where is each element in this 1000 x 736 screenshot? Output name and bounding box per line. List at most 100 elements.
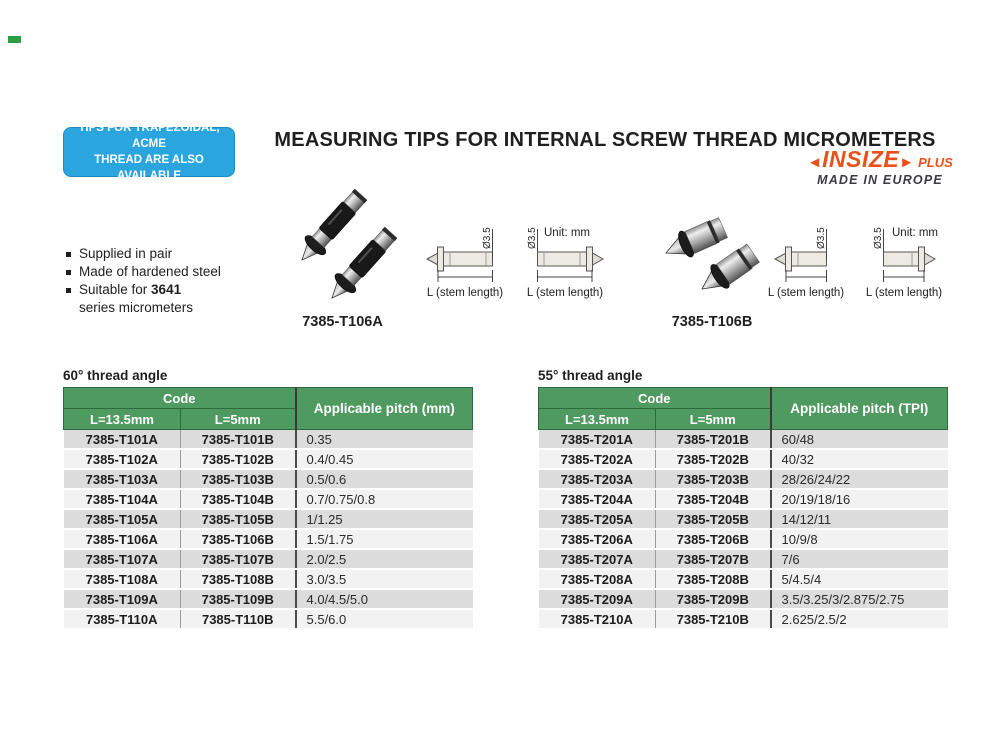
tech-drawing-a-right-tip: Ø3.5 L (stem length): [527, 227, 605, 299]
table-row: 7385-T110A 7385-T110B 5.5/6.0: [63, 609, 473, 630]
code-b-cell: 7385-T107B: [180, 549, 296, 570]
code-a-cell: 7385-T207A: [538, 549, 656, 570]
pitch-cell: 1/1.25: [294, 509, 473, 530]
code-a-cell: 7385-T203A: [538, 469, 656, 490]
tech-drawing-b-right-tip: Ø3.5 L (stem length): [866, 227, 942, 299]
pitch-cell: 0.35: [294, 429, 473, 450]
table-row: 7385-T109A 7385-T109B 4.0/4.5/5.0: [63, 589, 473, 610]
pitch-cell: 20/19/18/16: [769, 489, 948, 510]
code-b-cell: 7385-T103B: [180, 469, 296, 490]
product-photo-7385-T106A: [291, 185, 402, 308]
code-b-cell: 7385-T210B: [655, 609, 771, 630]
table-row: 7385-T205A 7385-T205B 14/12/11: [538, 509, 948, 530]
code-b-cell: 7385-T108B: [180, 569, 296, 590]
code-b-cell: 7385-T104B: [180, 489, 296, 510]
table-row: 7385-T208A 7385-T208B 5/4.5/4: [538, 569, 948, 590]
code-b-cell: 7385-T105B: [180, 509, 296, 530]
pitch-cell: 0.7/0.75/0.8: [294, 489, 473, 510]
code-a-cell: 7385-T109A: [63, 589, 181, 610]
svg-text:Ø3.5: Ø3.5: [873, 227, 884, 249]
product-code-b: 7385-T106B: [671, 314, 753, 330]
pitch-cell: 4.0/4.5/5.0: [294, 589, 473, 610]
spec-table: Code Applicable pitch (TPI) L=13.5mm L=5…: [538, 387, 948, 630]
feature-text: Supplied in pair: [79, 246, 173, 261]
table-row: 7385-T104A 7385-T104B 0.7/0.75/0.8: [63, 489, 473, 510]
brand-name: INSIZE: [822, 146, 900, 172]
brand-tagline: MADE IN EUROPE: [817, 173, 943, 187]
tech-drawing-b-left-tip: Ø3.5 L (stem length): [768, 227, 844, 299]
table-row: 7385-T203A 7385-T203B 28/26/24/22: [538, 469, 948, 490]
code-b-cell: 7385-T201B: [655, 429, 771, 450]
table-title: 60° thread angle: [63, 368, 168, 383]
pitch-cell: 14/12/11: [769, 509, 948, 530]
svg-text:L (stem length): L (stem length): [527, 287, 603, 299]
availability-badge: TIPS FOR TRAPEZOIDAL, ACME THREAD ARE AL…: [63, 122, 235, 182]
code-a-cell: 7385-T110A: [63, 609, 181, 630]
bullet-icon: [66, 252, 71, 257]
pitch-cell: 5/4.5/4: [769, 569, 948, 590]
pitch-header: Applicable pitch (TPI): [769, 387, 948, 430]
pitch-cell: 40/32: [769, 449, 948, 470]
pitch-cell: 2.625/2.5/2: [769, 609, 948, 630]
col-header-short: L=5mm: [655, 408, 771, 430]
code-header: Code: [63, 387, 296, 409]
code-b-cell: 7385-T102B: [180, 449, 296, 470]
pitch-cell: 1.5/1.75: [294, 529, 473, 550]
code-a-cell: 7385-T101A: [63, 429, 181, 450]
svg-text:Ø3.5: Ø3.5: [527, 227, 538, 249]
col-header-long: L=13.5mm: [538, 408, 656, 430]
code-b-cell: 7385-T109B: [180, 589, 296, 610]
page-title: MEASURING TIPS FOR INTERNAL SCREW THREAD…: [274, 129, 936, 151]
code-a-cell: 7385-T106A: [63, 529, 181, 550]
feature-text: Suitable for 3641: [79, 282, 182, 297]
series-number: 3641: [151, 282, 182, 297]
feature-list: Supplied in pair Made of hardened steel …: [66, 246, 291, 315]
code-a-cell: 7385-T105A: [63, 509, 181, 530]
bullet-icon: [66, 288, 71, 293]
table-row: 7385-T204A 7385-T204B 20/19/18/16: [538, 489, 948, 510]
pitch-header: Applicable pitch (mm): [294, 387, 473, 430]
col-header-short: L=5mm: [180, 408, 296, 430]
pitch-cell: 60/48: [769, 429, 948, 450]
unit-label: Unit: mm: [544, 227, 590, 239]
feature-item: Made of hardened steel: [66, 264, 291, 279]
pitch-cell: 5.5/6.0: [294, 609, 473, 630]
table-row: 7385-T108A 7385-T108B 3.0/3.5: [63, 569, 473, 590]
code-b-cell: 7385-T208B: [655, 569, 771, 590]
code-a-cell: 7385-T104A: [63, 489, 181, 510]
svg-text:Ø3.5: Ø3.5: [816, 227, 827, 249]
code-b-cell: 7385-T106B: [180, 529, 296, 550]
badge-line1: TIPS FOR TRAPEZOIDAL, ACME: [78, 121, 220, 150]
brand-logo: ◄ INSIZE ► PLUS MADE IN EUROPE: [792, 146, 968, 188]
feature-text-continued: series micrometers: [79, 300, 194, 315]
pitch-cell: 28/26/24/22: [769, 469, 948, 490]
table-row: 7385-T105A 7385-T105B 1/1.25: [63, 509, 473, 530]
code-a-cell: 7385-T210A: [538, 609, 656, 630]
tech-drawing-pair-a: Unit: mm Ø3.5 L (stem length) Ø3.5: [424, 224, 605, 304]
code-a-cell: 7385-T102A: [63, 449, 181, 470]
right-arrow-icon: ►: [899, 154, 915, 171]
code-a-cell: 7385-T103A: [63, 469, 181, 490]
pitch-cell: 3.0/3.5: [294, 569, 473, 590]
pitch-cell: 0.5/0.6: [294, 469, 473, 490]
feature-item: Supplied in pair: [66, 246, 291, 261]
code-a-cell: 7385-T208A: [538, 569, 656, 590]
code-a-cell: 7385-T204A: [538, 489, 656, 510]
code-b-cell: 7385-T209B: [655, 589, 771, 610]
table-55-thread-angle: 55° thread angle Code Applicable pitch (…: [538, 368, 948, 630]
table-row: 7385-T102A 7385-T102B 0.4/0.45: [63, 449, 473, 470]
table-row: 7385-T210A 7385-T210B 2.625/2.5/2: [538, 609, 948, 630]
svg-text:L (stem length): L (stem length): [768, 287, 844, 299]
table-row: 7385-T103A 7385-T103B 0.5/0.6: [63, 469, 473, 490]
bullet-icon: [66, 270, 71, 275]
corner-mark: [8, 36, 21, 43]
pitch-cell: 10/9/8: [769, 529, 948, 550]
table-row: 7385-T107A 7385-T107B 2.0/2.5: [63, 549, 473, 570]
feature-text: Made of hardened steel: [79, 264, 221, 279]
code-b-cell: 7385-T110B: [180, 609, 296, 630]
pitch-cell: 7/6: [769, 549, 948, 570]
table-title: 55° thread angle: [538, 368, 643, 383]
code-b-cell: 7385-T203B: [655, 469, 771, 490]
code-a-cell: 7385-T107A: [63, 549, 181, 570]
feature-item: Suitable for 3641: [66, 282, 291, 297]
